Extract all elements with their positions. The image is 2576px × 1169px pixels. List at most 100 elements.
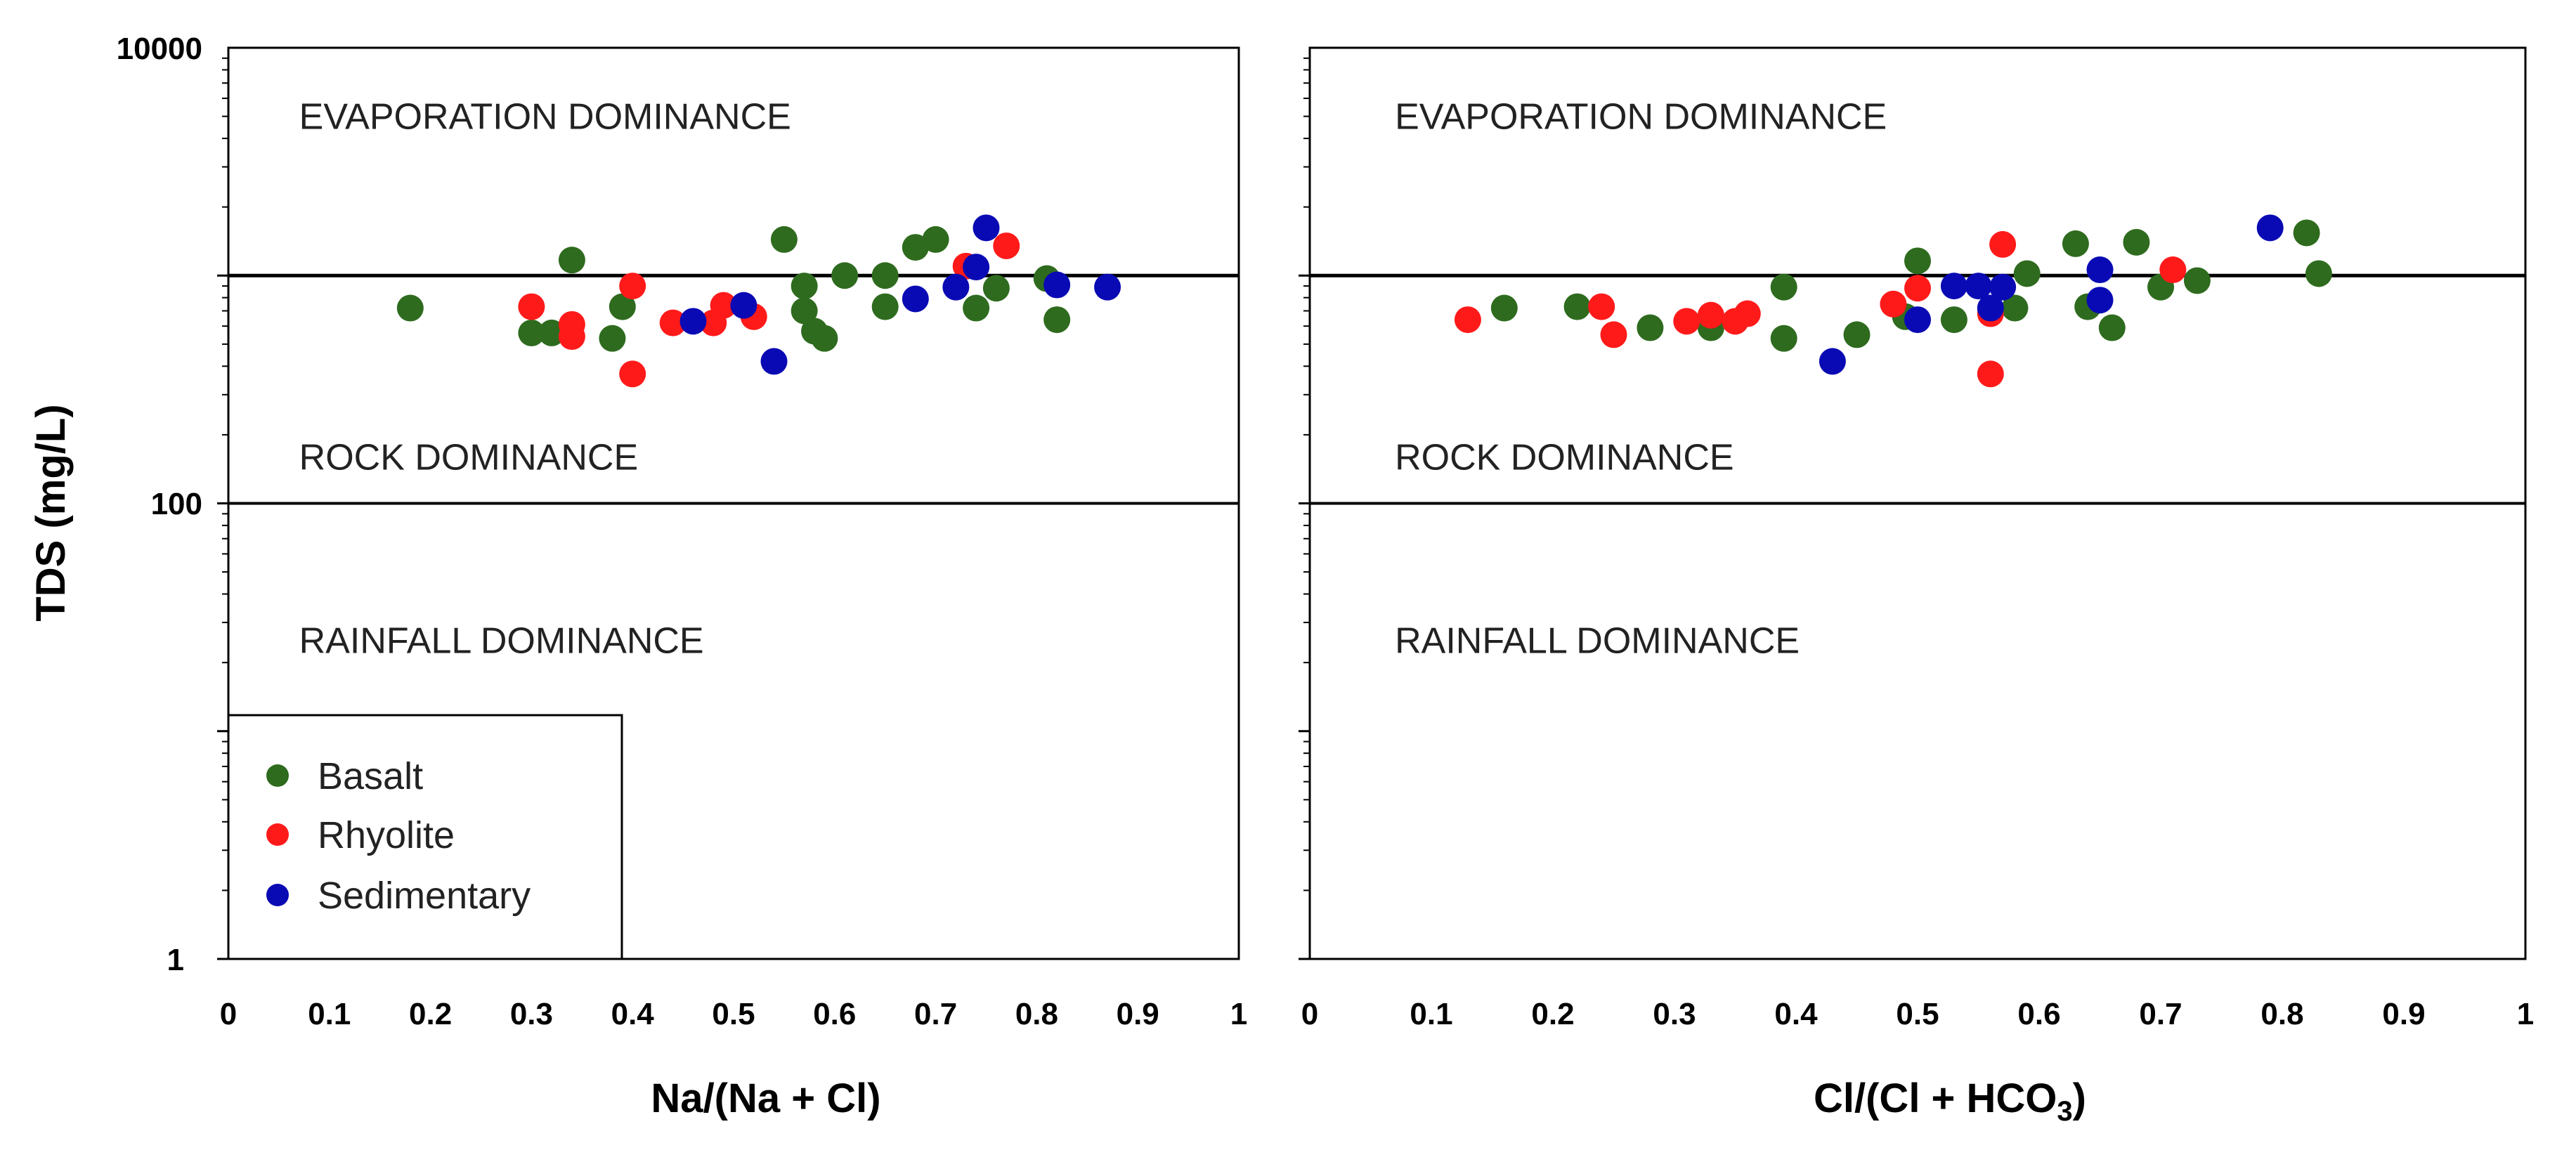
- right-x-tick-label: 0.4: [1774, 997, 1818, 1031]
- left-minor-ticks: [217, 57, 228, 960]
- data-point-basalt: [599, 325, 626, 352]
- data-point-basalt: [1563, 293, 1591, 320]
- left-data-points: [396, 214, 1121, 388]
- data-point-sedimentary: [1989, 273, 2017, 301]
- data-point-sedimentary: [972, 214, 1000, 242]
- left-x-axis-title: Na/(Na + Cl): [651, 1076, 880, 1121]
- data-point-sedimentary: [679, 308, 707, 335]
- data-point-basalt: [1904, 247, 1931, 275]
- data-point-rhyolite: [1880, 290, 1907, 318]
- right-x-tick-label: 0.9: [2382, 997, 2425, 1031]
- left-x-tick-label: 0.8: [1015, 997, 1058, 1031]
- data-point-sedimentary: [1977, 294, 2004, 322]
- data-point-sedimentary: [1940, 273, 1967, 300]
- data-point-rhyolite: [1454, 306, 1481, 334]
- left-x-tick-label: 0.9: [1117, 997, 1159, 1031]
- data-point-basalt: [770, 226, 798, 253]
- left-x-tick-label: 0.7: [914, 997, 957, 1031]
- data-point-basalt: [1770, 325, 1797, 352]
- data-point-rhyolite: [1904, 275, 1931, 302]
- left-zone-rock: ROCK DOMINANCE: [299, 437, 638, 478]
- left-panel: EVAPORATION DOMINANCE ROCK DOMINANCE RAI…: [117, 32, 1248, 1121]
- data-point-basalt: [902, 234, 929, 261]
- left-zone-evaporation: EVAPORATION DOMINANCE: [299, 97, 791, 138]
- right-x-axis-title-end: ): [2073, 1076, 2086, 1121]
- right-x-tick-label: 0.7: [2139, 997, 2182, 1031]
- data-point-basalt: [1940, 306, 1967, 334]
- right-x-tick-label: 0.5: [1896, 997, 1939, 1031]
- legend-marker-rhyolite: [266, 823, 289, 846]
- data-point-basalt: [558, 247, 585, 274]
- legend-label-basalt: Basalt: [318, 755, 423, 797]
- data-point-rhyolite: [993, 232, 1020, 259]
- data-point-basalt: [963, 294, 990, 322]
- right-x-tick-label: 0.8: [2260, 997, 2303, 1031]
- left-x-tick-label: 0: [220, 997, 237, 1031]
- data-point-sedimentary: [1904, 306, 1931, 334]
- data-point-basalt: [1043, 306, 1071, 334]
- y-tick-label-10000: 10000: [117, 32, 202, 66]
- right-x-tick-label: 0.2: [1531, 997, 1574, 1031]
- left-zone-rainfall: RAINFALL DOMINANCE: [299, 621, 704, 662]
- data-point-sedimentary: [1094, 273, 1121, 301]
- data-point-sedimentary: [2086, 256, 2114, 284]
- data-point-rhyolite: [1977, 360, 2004, 388]
- data-point-rhyolite: [1989, 230, 2017, 258]
- data-point-rhyolite: [1588, 293, 1615, 320]
- left-x-tick-label: 0.6: [813, 997, 856, 1031]
- legend: Basalt Rhyolite Sedimentary: [227, 714, 623, 960]
- data-point-basalt: [2183, 267, 2211, 294]
- data-point-sedimentary: [2086, 287, 2114, 314]
- legend-label-rhyolite: Rhyolite: [318, 814, 455, 856]
- left-x-tick-labels: 0 0.1 0.2 0.3 0.4 0.5 0.6 0.7 0.8 0.9 1: [220, 997, 1247, 1031]
- data-point-basalt: [2123, 228, 2150, 256]
- right-minor-ticks: [1299, 57, 1310, 960]
- y-axis-title: TDS (mg/L): [28, 404, 74, 621]
- right-data-points: [1454, 214, 2332, 388]
- data-point-basalt: [518, 319, 545, 346]
- data-point-basalt: [2293, 219, 2320, 247]
- y-tick-label-100: 100: [151, 487, 202, 521]
- right-x-tick-label: 0.3: [1653, 997, 1696, 1031]
- right-x-tick-label: 0.1: [1410, 997, 1452, 1031]
- data-point-basalt: [2013, 260, 2041, 287]
- data-point-basalt: [871, 262, 899, 289]
- left-x-tick-label: 0.3: [510, 997, 553, 1031]
- data-point-basalt: [1843, 321, 1871, 348]
- left-x-tick-label: 1: [1230, 997, 1247, 1031]
- right-x-tick-labels: 0 0.1 0.2 0.3 0.4 0.5 0.6 0.7 0.8 0.9 1: [1301, 997, 2534, 1031]
- right-x-tick-label: 0.6: [2017, 997, 2060, 1031]
- right-zone-rainfall: RAINFALL DOMINANCE: [1395, 621, 1800, 662]
- legend-box: [227, 714, 623, 960]
- data-point-rhyolite: [558, 311, 585, 338]
- data-point-sedimentary: [902, 285, 929, 313]
- data-point-rhyolite: [1600, 321, 1627, 348]
- left-x-tick-label: 0.5: [712, 997, 755, 1031]
- data-point-basalt: [2305, 260, 2332, 287]
- left-x-tick-label: 0.1: [308, 997, 351, 1031]
- data-point-sedimentary: [760, 348, 788, 375]
- data-point-basalt: [2001, 294, 2029, 322]
- data-point-sedimentary: [1965, 273, 1992, 300]
- right-x-axis-title: Cl/(Cl + HCO3): [1814, 1076, 2086, 1127]
- right-x-tick-label: 0: [1301, 997, 1318, 1031]
- data-point-rhyolite: [1733, 300, 1761, 327]
- data-point-basalt: [1770, 273, 1797, 301]
- data-point-basalt: [538, 319, 566, 346]
- data-point-basalt: [982, 275, 1010, 302]
- right-zone-evaporation: EVAPORATION DOMINANCE: [1395, 97, 1887, 138]
- data-point-basalt: [2098, 314, 2126, 341]
- data-point-rhyolite: [619, 273, 646, 300]
- data-point-basalt: [791, 297, 818, 325]
- legend-marker-sedimentary: [266, 884, 289, 906]
- data-point-sedimentary: [1819, 348, 1846, 375]
- legend-marker-basalt: [266, 764, 289, 787]
- data-point-sedimentary: [730, 292, 757, 319]
- y-tick-label-1: 1: [167, 943, 184, 977]
- data-point-rhyolite: [2159, 256, 2187, 284]
- right-x-tick-label: 1: [2517, 997, 2534, 1031]
- data-point-basalt: [609, 293, 636, 320]
- data-point-rhyolite: [710, 292, 737, 319]
- data-point-sedimentary: [942, 273, 970, 301]
- right-zone-rock: ROCK DOMINANCE: [1395, 437, 1733, 478]
